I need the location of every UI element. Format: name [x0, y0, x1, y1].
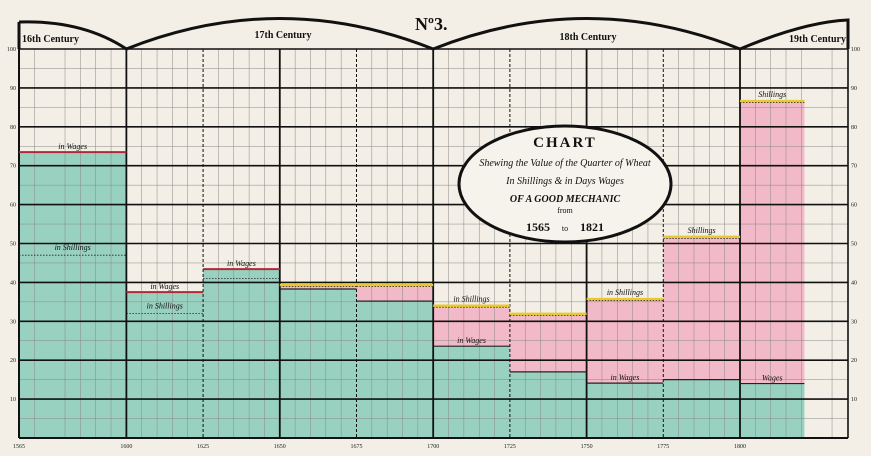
cartouche-to: to — [562, 224, 568, 233]
wage-label: in Wages — [457, 336, 486, 345]
y-tick-label-right: 10 — [851, 397, 857, 403]
cartouche-title: CHART — [533, 135, 597, 151]
arch-16th — [17, 20, 128, 51]
century-label: 18th Century — [560, 32, 617, 43]
x-tick-label: 1800 — [734, 444, 746, 450]
shillings-bar — [663, 236, 740, 380]
y-tick-label-right: 90 — [851, 86, 857, 92]
wages-bar — [509, 371, 587, 438]
century-label: 19th Century — [789, 34, 846, 45]
cartouche: CHART Shewing the Value of the Quarter o… — [457, 124, 673, 244]
y-tick-label-right: 50 — [851, 242, 857, 248]
century-label: 17th Century — [255, 30, 312, 41]
y-tick-label-left: 70 — [10, 164, 16, 170]
y-tick-label-right: 30 — [851, 319, 857, 325]
wages-bar — [356, 301, 434, 438]
x-tick-label: 1750 — [581, 444, 593, 450]
wages-bar — [19, 152, 127, 438]
wage-label: in Wages — [150, 282, 179, 291]
bar-fills — [19, 101, 805, 438]
arch-17th — [125, 17, 434, 51]
x-tick-label: 1600 — [120, 444, 132, 450]
shillings-bar — [740, 101, 805, 384]
y-tick-label-left: 30 — [10, 319, 16, 325]
cartouche-line4: OF A GOOD MECHANIC — [510, 194, 621, 205]
x-tick-label: 1625 — [197, 444, 209, 450]
value-lines: in Wages in Shillings in Wages in Shillings… — [19, 90, 805, 385]
cartouche-line3: In Shillings & in Days Wages — [505, 176, 624, 187]
cartouche-ellipse — [457, 124, 673, 244]
cartouche-line2: Shewing the Value of the Quarter of Whea… — [479, 158, 651, 169]
x-tick-label: 1675 — [350, 444, 362, 450]
x-tick-label: 1565 — [13, 444, 25, 450]
y-tick-label-left: 80 — [10, 125, 16, 131]
wages-bar — [203, 269, 280, 438]
cartouche-end-year: 1821 — [580, 220, 604, 234]
y-tick-label-left: 10 — [10, 397, 16, 403]
plate-number: Nº3. — [415, 14, 447, 34]
shilling-label: in Shillings — [453, 295, 489, 304]
x-tick-label: 1775 — [657, 444, 669, 450]
y-tick-label-left: 20 — [10, 358, 16, 364]
x-tick-label: 1725 — [504, 444, 516, 450]
wages-bar — [126, 292, 204, 438]
y-tick-label-left: 100 — [7, 47, 16, 53]
y-tick-label-right: 80 — [851, 125, 857, 131]
shilling-label: in Shillings — [147, 302, 183, 311]
y-tick-label-left: 40 — [10, 280, 16, 286]
x-tick-label: 1650 — [274, 444, 286, 450]
wage-label: in Wages — [611, 373, 640, 382]
cartouche-start-year: 1565 — [526, 220, 550, 234]
wage-label: in Wages — [227, 259, 256, 268]
y-tick-label-right: 60 — [851, 203, 857, 209]
wages-bar — [740, 383, 805, 438]
y-tick-label-right: 40 — [851, 280, 857, 286]
y-tick-label-right: 70 — [851, 164, 857, 170]
wage-label: Wages — [762, 374, 783, 383]
y-tick-label-right: 100 — [851, 47, 860, 53]
wages-bar — [586, 383, 664, 438]
shillings-bar — [356, 285, 434, 302]
shilling-label: in Shillings — [55, 243, 91, 252]
century-arches: 16th Century 17th Century 18th Century 19th… — [17, 17, 850, 51]
shilling-label: Shillings — [758, 90, 786, 99]
shillings-bar — [279, 285, 357, 290]
y-tick-label-right: 20 — [851, 358, 857, 364]
wages-bar — [279, 289, 357, 438]
wages-bar — [663, 379, 740, 438]
wages-bar — [433, 346, 510, 438]
shillings-bar — [433, 305, 510, 347]
shillings-bar — [509, 313, 587, 372]
century-label: 16th Century — [22, 34, 79, 45]
arch-19th — [739, 18, 850, 51]
shilling-label: in Shillings — [607, 288, 643, 297]
shilling-label: Shillings — [688, 226, 716, 235]
wage-label: in Wages — [58, 142, 87, 151]
shillings-bar — [586, 299, 664, 384]
axis-ticks: 10 10 20 20 30 30 40 40 50 50 60 60 70 70 80 80 90 90 100 1… — [7, 47, 860, 450]
y-tick-label-left: 90 — [10, 86, 16, 92]
cartouche-line5: from — [557, 206, 573, 215]
arch-18th — [432, 17, 741, 51]
y-tick-label-left: 50 — [10, 242, 16, 248]
y-tick-label-left: 60 — [10, 203, 16, 209]
x-tick-label: 1700 — [427, 444, 439, 450]
